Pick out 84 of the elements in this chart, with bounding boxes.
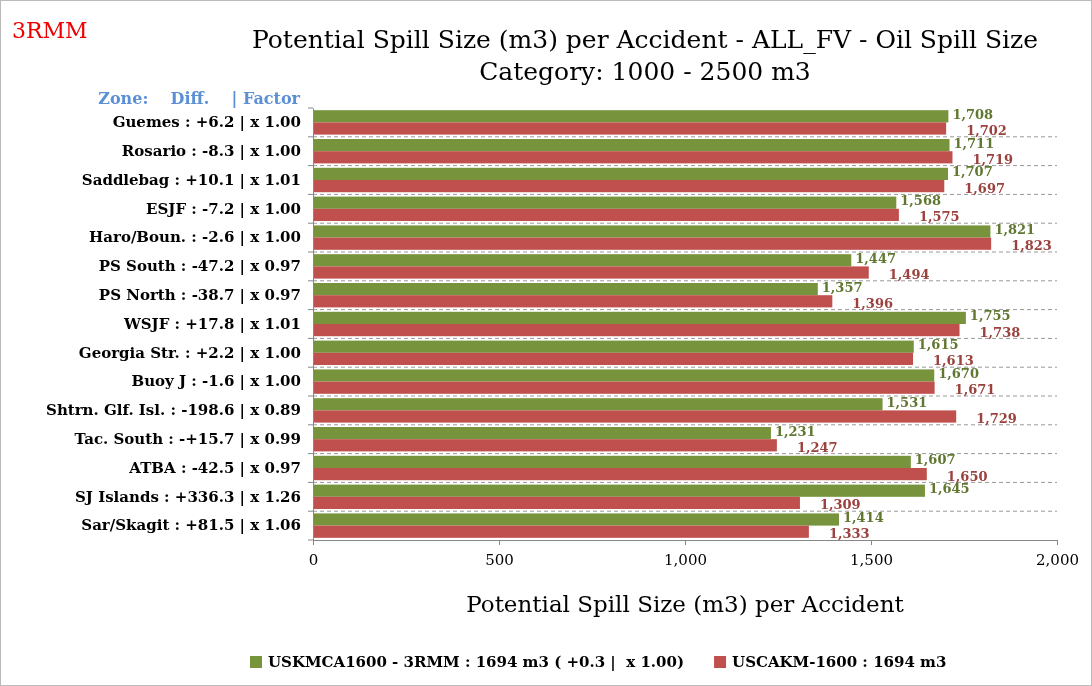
- y-tick-label: ESJF : -7.2 | x 1.00: [146, 199, 301, 218]
- data-label: 1,494: [888, 267, 930, 282]
- bar: [313, 225, 991, 238]
- bar: [313, 122, 947, 135]
- y-tick-label: Haro/Boun. : -2.6 | x 1.00: [89, 228, 301, 247]
- data-label: 1,447: [855, 250, 896, 266]
- x-tick-label: 0: [308, 550, 319, 569]
- bar: [313, 381, 935, 394]
- bar: [313, 151, 953, 164]
- y-tick-label: WSJF : +17.8 | x 1.01: [122, 314, 301, 333]
- bar: [313, 525, 809, 538]
- y-tick-label: Sar/Skagit : +81.5 | x 1.06: [81, 516, 301, 535]
- data-label: 1,568: [900, 193, 942, 209]
- data-label: 1,613: [933, 353, 974, 369]
- bar: [313, 254, 852, 267]
- bar: [313, 340, 914, 353]
- bar: [313, 410, 957, 423]
- y-tick-label: Georgia Str. : +2.2 | x 1.00: [78, 343, 301, 362]
- text: Zone: Diff. | Factor: [98, 89, 301, 108]
- y-tick-label: Shtrn. Glf. Isl. : -198.6 | x 0.89: [46, 401, 301, 420]
- data-label: 1,531: [886, 394, 928, 410]
- legend-label: USKMCA1600 - 3RMM : 1694 m3 ( +0.3 | x 1.00): [268, 653, 685, 671]
- data-label: 1,231: [774, 423, 816, 439]
- data-label: 1,671: [954, 382, 996, 398]
- bar: [313, 352, 914, 365]
- data-label: 1,650: [946, 468, 988, 484]
- y-tick-label: PS South : -47.2 | x 0.97: [98, 257, 301, 276]
- bar: [313, 196, 897, 209]
- chart-title: Potential Spill Size (m3) per Accident - ALL_FV - Oil Spill Size Category: 1000 - 2500 m3: [252, 25, 1038, 86]
- x-axis-title: Potential Spill Size (m3) per Accident: [466, 591, 905, 617]
- x-tick-label: 2,000: [1036, 550, 1079, 569]
- data-label: 1,702: [966, 123, 1007, 138]
- y-tick-label: Saddlebag : +10.1 | x 1.01: [81, 170, 301, 189]
- bar: [313, 324, 960, 337]
- data-label: 1,615: [917, 337, 959, 353]
- bar: [313, 369, 935, 382]
- x-tick-label: 1,000: [664, 550, 707, 569]
- bar: [313, 484, 925, 497]
- data-label: 1,645: [928, 481, 970, 497]
- bar: [313, 496, 800, 509]
- bar: [313, 513, 840, 526]
- y-tick-label: Buoy J : -1.6 | x 1.00: [131, 372, 301, 391]
- data-label: 1,333: [828, 526, 870, 542]
- y-tick-label: Guemes : +6.2 | x 1.00: [112, 113, 301, 132]
- bar: [313, 139, 950, 152]
- data-label: 1,670: [938, 366, 979, 381]
- data-label: 1,607: [914, 452, 956, 468]
- bar: [313, 439, 777, 452]
- bar: [313, 311, 966, 324]
- data-label: 1,396: [852, 295, 894, 311]
- data-label: 1,309: [819, 497, 861, 513]
- data-label: 1,357: [821, 279, 863, 295]
- bar: [313, 398, 883, 411]
- data-label: 1,719: [972, 151, 1014, 167]
- y-tick-label: Tac. South : -+15.7 | x 0.99: [74, 430, 301, 448]
- y-tick-label: ATBA : -42.5 | x 0.97: [128, 458, 301, 477]
- x-tick-label: 500: [485, 550, 514, 569]
- x-tick-label: 1,500: [850, 550, 893, 569]
- data-label: 1,823: [1011, 238, 1052, 254]
- text: 3RMM: [12, 18, 88, 43]
- legend-label: USCAKM-1600 : 1694 m3: [732, 653, 947, 671]
- data-label: 1,697: [964, 180, 1005, 196]
- bar: [313, 167, 948, 180]
- bar: [313, 180, 945, 193]
- bar: [313, 237, 992, 250]
- data-label: 1,247: [796, 439, 838, 455]
- y-tick-label: Rosario : -8.3 | x 1.00: [121, 142, 301, 160]
- data-label: 1,708: [952, 106, 994, 122]
- bar: [313, 427, 771, 440]
- bar: [313, 266, 869, 279]
- data-label: 1,821: [994, 222, 1036, 237]
- bar: [313, 455, 911, 468]
- data-label: 1,575: [918, 209, 960, 225]
- data-label: 1,729: [976, 411, 1017, 426]
- bar: [313, 283, 818, 296]
- data-label: 1,755: [969, 308, 1011, 324]
- y-tick-label: SJ Islands : +336.3 | x 1.26: [75, 487, 301, 506]
- bar: [313, 110, 949, 123]
- data-label: 1,414: [843, 510, 884, 525]
- bar: [313, 468, 927, 481]
- bar: [313, 208, 899, 221]
- y-tick-label: PS North : -38.7 | x 0.97: [98, 286, 301, 304]
- bar: [313, 295, 833, 308]
- data-label: 1,738: [979, 324, 1021, 340]
